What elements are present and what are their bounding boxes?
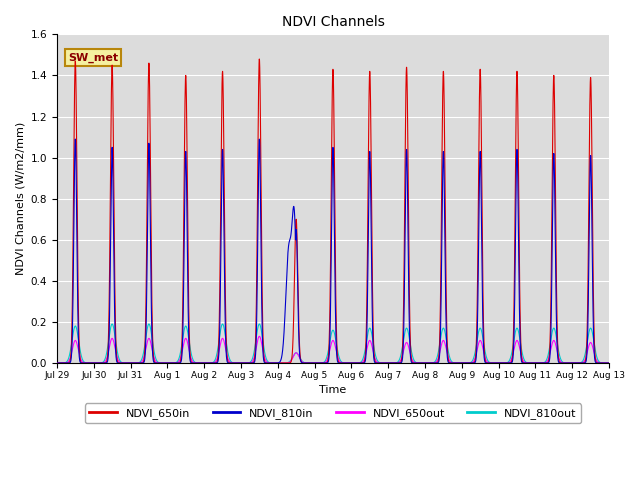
Title: NDVI Channels: NDVI Channels [282,15,385,29]
X-axis label: Time: Time [319,385,347,395]
Legend: NDVI_650in, NDVI_810in, NDVI_650out, NDVI_810out: NDVI_650in, NDVI_810in, NDVI_650out, NDV… [85,403,581,423]
Y-axis label: NDVI Channels (W/m2/mm): NDVI Channels (W/m2/mm) [15,122,25,276]
Text: SW_met: SW_met [68,53,118,63]
